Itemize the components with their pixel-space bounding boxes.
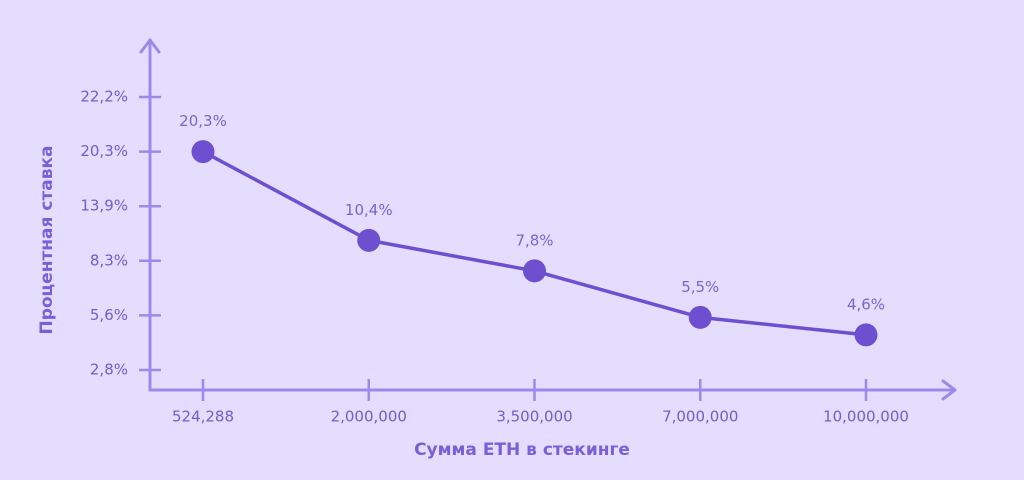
data-label: 20,3% [179, 112, 227, 130]
y-tick-label: 8,3% [90, 251, 128, 269]
data-label: 7,8% [515, 231, 553, 249]
x-tick-label: 7,000,000 [662, 408, 738, 426]
x-axis-title: Сумма ETH в стекинге [414, 440, 630, 460]
point [523, 259, 546, 283]
y-tick-label: 5,6% [90, 306, 128, 324]
y-tick-label: 22,2% [80, 88, 128, 106]
x-tick-label: 2,000,000 [331, 408, 407, 426]
point [191, 140, 215, 164]
y-axis-title: Процентная ставка [37, 145, 57, 334]
x-tick-label: 3,500,000 [496, 408, 572, 426]
y-tick-label: 13,9% [80, 197, 128, 215]
x-axis [148, 379, 957, 401]
point [854, 323, 878, 347]
y-tick-label: 20,3% [80, 142, 128, 160]
point [688, 305, 712, 329]
point [357, 228, 381, 252]
y-axis [139, 38, 161, 392]
y-tick-label: 2,8% [90, 361, 128, 379]
x-tick-label: 524,288 [172, 408, 234, 426]
x-tick-label: 10,000,000 [823, 408, 909, 426]
data-label: 5,5% [681, 278, 719, 296]
data-label: 10,4% [345, 201, 393, 219]
data-label: 4,6% [847, 295, 885, 313]
